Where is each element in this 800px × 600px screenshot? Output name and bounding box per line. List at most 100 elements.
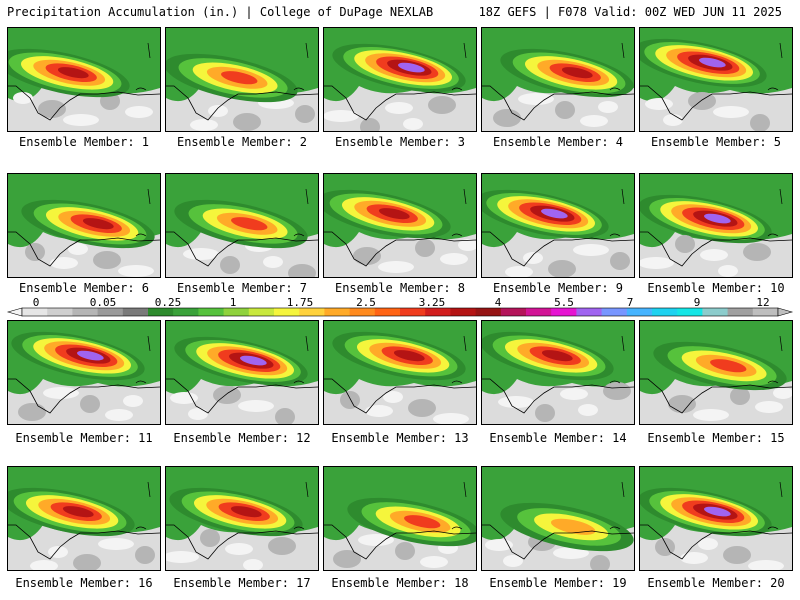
- colorbar-segment: [349, 308, 376, 316]
- ensemble-map-panel: [7, 320, 161, 425]
- ensemble-map-panel: [165, 27, 319, 132]
- ensemble-map-panel: [639, 173, 793, 278]
- ensemble-map-panel: [481, 173, 635, 278]
- precip-field: [482, 467, 634, 570]
- ensemble-map-panel: [323, 320, 477, 425]
- colorbar-tick-label: 1: [229, 296, 237, 309]
- colorbar-segment: [148, 308, 174, 316]
- colorbar-tick-label: 3.25: [418, 296, 446, 309]
- colorbar-segment: [652, 308, 678, 316]
- colorbar-segment: [425, 308, 451, 316]
- run-valid-time: 18Z GEFS | F078 Valid: 00Z WED JUN 11 20…: [478, 5, 782, 19]
- colorbar-tick-label: 12: [756, 296, 770, 309]
- ensemble-map-panel: [323, 466, 477, 571]
- ensemble-member-label: Ensemble Member: 11: [15, 431, 153, 445]
- colorbar-segment: [122, 308, 149, 316]
- colorbar-tick-label: 7: [626, 296, 634, 309]
- ensemble-map-panel: [481, 320, 635, 425]
- colorbar-segment: [626, 308, 653, 316]
- colorbar-segment: [299, 308, 325, 316]
- colorbar-max-arrow: [777, 307, 794, 317]
- precip-field: [482, 174, 634, 277]
- ensemble-member-label: Ensemble Member: 15: [647, 431, 785, 445]
- ensemble-map-panel: [639, 320, 793, 425]
- colorbar-segment: [551, 308, 577, 316]
- colorbar-segment: [223, 308, 250, 316]
- ensemble-member-label: Ensemble Member: 13: [331, 431, 469, 445]
- ensemble-map-panel: [165, 466, 319, 571]
- precip-field: [8, 174, 160, 277]
- colorbar-segment: [400, 308, 426, 316]
- ensemble-map-panel: [323, 173, 477, 278]
- ensemble-map-panel: [481, 27, 635, 132]
- precip-field: [8, 467, 160, 570]
- colorbar-segment: [576, 308, 603, 316]
- colorbar-tick-label: 0: [32, 296, 40, 309]
- ensemble-map-panel: [481, 466, 635, 571]
- ensemble-member-label: Ensemble Member: 17: [173, 576, 311, 590]
- colorbar-segment: [475, 308, 502, 316]
- colorbar-segment: [677, 308, 703, 316]
- ensemble-map-panel: [7, 466, 161, 571]
- ensemble-member-label: Ensemble Member: 8: [334, 281, 466, 295]
- precip-field: [324, 467, 476, 568]
- ensemble-map-panel: [7, 27, 161, 132]
- ensemble-member-label: Ensemble Member: 20: [647, 576, 785, 590]
- colorbar-tick-label: 5.5: [554, 296, 574, 309]
- colorbar-segment: [22, 308, 48, 316]
- ensemble-member-label: Ensemble Member: 19: [489, 576, 627, 590]
- precip-field: [8, 28, 160, 126]
- colorbar-tick-label: 4: [494, 296, 502, 309]
- colorbar-segment: [526, 308, 552, 316]
- precip-field: [482, 321, 634, 422]
- ensemble-member-label: Ensemble Member: 14: [489, 431, 627, 445]
- precip-field: [324, 28, 476, 131]
- colorbar-segment: [173, 308, 199, 316]
- colorbar-segment: [248, 308, 275, 316]
- ensemble-member-label: Ensemble Member: 4: [492, 135, 624, 149]
- colorbar-tick-label: 0.25: [154, 296, 182, 309]
- colorbar-segment: [374, 308, 401, 316]
- ensemble-map-panel: [165, 173, 319, 278]
- colorbar-tick-label: 2.5: [356, 296, 376, 309]
- ensemble-map-panel: [323, 27, 477, 132]
- ensemble-member-label: Ensemble Member: 16: [15, 576, 153, 590]
- precip-field: [324, 174, 476, 273]
- colorbar-segment: [727, 308, 754, 316]
- ensemble-member-label: Ensemble Member: 5: [650, 135, 782, 149]
- ensemble-member-label: Ensemble Member: 6: [18, 281, 150, 295]
- ensemble-member-label: Ensemble Member: 10: [647, 281, 785, 295]
- precip-field: [166, 28, 318, 131]
- precip-field: [640, 467, 792, 570]
- colorbar-segment: [702, 308, 729, 316]
- precip-field: [640, 28, 792, 131]
- precip-field: [640, 174, 792, 277]
- colorbar-segment: [500, 308, 527, 316]
- colorbar-segment: [274, 308, 300, 316]
- precip-field: [482, 28, 634, 127]
- ensemble-map-panel: [639, 466, 793, 571]
- colorbar-segment: [601, 308, 628, 316]
- precip-field: [166, 174, 318, 277]
- ensemble-member-label: Ensemble Member: 12: [173, 431, 311, 445]
- colorbar-min-arrow: [6, 307, 23, 317]
- precip-field: [8, 321, 160, 421]
- precip-field: [640, 321, 792, 421]
- ensemble-member-label: Ensemble Member: 2: [176, 135, 308, 149]
- ensemble-member-label: Ensemble Member: 7: [176, 281, 308, 295]
- precip-colorbar: [6, 307, 794, 317]
- ensemble-map-panel: [7, 173, 161, 278]
- colorbar-segment: [450, 308, 477, 316]
- ensemble-map-panel: [639, 27, 793, 132]
- ensemble-member-label: Ensemble Member: 9: [492, 281, 624, 295]
- colorbar-tick-label: 1.75: [286, 296, 314, 309]
- colorbar-tick-label: 9: [693, 296, 701, 309]
- colorbar-segment: [324, 308, 351, 316]
- ensemble-member-label: Ensemble Member: 1: [18, 135, 150, 149]
- colorbar-segment: [752, 308, 779, 316]
- precip-field: [166, 321, 318, 424]
- precip-field: [324, 321, 476, 424]
- precip-field: [166, 467, 318, 570]
- colorbar-tick-label: 0.05: [89, 296, 117, 309]
- map-title: Precipitation Accumulation (in.) | Colle…: [7, 5, 434, 19]
